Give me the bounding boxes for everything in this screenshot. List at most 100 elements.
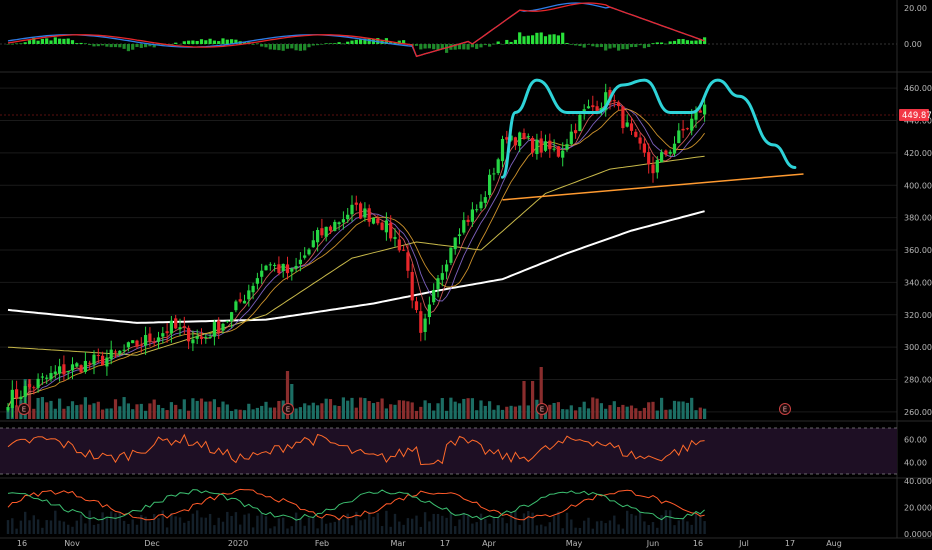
macd-histogram-bar bbox=[574, 44, 578, 46]
macd-histogram-bar bbox=[694, 40, 698, 44]
volume-bar bbox=[285, 371, 290, 419]
volume-bar bbox=[526, 405, 530, 419]
candle-body bbox=[273, 264, 277, 266]
candle-body bbox=[152, 341, 156, 343]
lower-hist-bar bbox=[110, 511, 113, 534]
candle-body bbox=[595, 106, 599, 112]
y-tick-label: 320.00 bbox=[904, 311, 932, 320]
lower-hist-bar bbox=[213, 525, 216, 534]
macd-histogram-bar bbox=[148, 44, 152, 47]
lower-hist-bar bbox=[359, 520, 362, 534]
candle-body bbox=[367, 208, 371, 222]
macd-histogram-bar bbox=[307, 44, 311, 48]
y-tick-label: 420.00 bbox=[904, 149, 932, 158]
macd-histogram-bar bbox=[492, 43, 496, 45]
lower-hist-bar bbox=[346, 513, 349, 534]
candle-body bbox=[118, 350, 122, 354]
macd-histogram-bar bbox=[642, 44, 646, 49]
lower-hist-bar bbox=[522, 513, 526, 534]
candle-body bbox=[144, 334, 148, 346]
candle-body bbox=[101, 355, 105, 366]
y-tick-label: 460.00 bbox=[904, 84, 932, 93]
macd-histogram-bar bbox=[414, 44, 419, 46]
lower-hist-bar bbox=[131, 519, 134, 534]
macd-histogram-bar bbox=[62, 38, 66, 44]
candle-body bbox=[346, 214, 350, 220]
macd-histogram-bar bbox=[470, 44, 474, 48]
lower-hist-bar bbox=[183, 522, 186, 534]
lower-hist-bar bbox=[148, 521, 152, 534]
candle-body bbox=[621, 106, 625, 129]
lower-hist-bar bbox=[316, 528, 319, 534]
macd-histogram-bar bbox=[350, 40, 354, 44]
volume-bar bbox=[32, 408, 36, 419]
lower-hist-bar bbox=[531, 512, 534, 534]
macd-histogram-bar bbox=[88, 44, 92, 46]
volume-bar bbox=[260, 405, 264, 419]
lower-hist-bar bbox=[165, 527, 169, 534]
candle-body bbox=[457, 234, 462, 236]
volume-bar bbox=[561, 409, 565, 419]
candle-body bbox=[92, 354, 96, 365]
candle-body bbox=[23, 386, 27, 397]
macd-line bbox=[7, 2, 705, 58]
volume-bar bbox=[647, 402, 651, 419]
macd-histogram-bar bbox=[251, 44, 255, 45]
lower-hist-bar bbox=[36, 519, 40, 534]
volume-bar bbox=[27, 379, 32, 419]
x-tick-label: Feb bbox=[315, 539, 329, 548]
volume-bar bbox=[221, 401, 225, 419]
candle-body bbox=[126, 342, 130, 348]
volume-bar bbox=[427, 403, 431, 419]
candle-body bbox=[466, 219, 470, 223]
lower-hist-bar bbox=[122, 520, 126, 534]
macd-histogram-bar bbox=[178, 44, 182, 45]
macd-histogram-bar bbox=[561, 32, 565, 44]
macd-histogram-bar bbox=[655, 42, 659, 44]
candle-body bbox=[453, 237, 457, 250]
earnings-marker-label: E bbox=[22, 406, 26, 414]
candle-body bbox=[178, 327, 182, 330]
x-tick-label: 16 bbox=[693, 539, 703, 548]
macd-histogram-bar bbox=[389, 42, 393, 44]
volume-bar bbox=[457, 403, 462, 419]
macd-histogram-bar bbox=[109, 44, 113, 48]
volume-bar bbox=[290, 384, 294, 419]
macd-histogram-bar bbox=[294, 44, 298, 51]
macd-histogram-bar bbox=[685, 40, 689, 44]
candle-body bbox=[15, 389, 19, 398]
lower-hist-bar bbox=[488, 523, 491, 534]
lower-hist-bar bbox=[608, 520, 612, 534]
macd-histogram-bar bbox=[625, 44, 629, 50]
macd-histogram-bar bbox=[535, 32, 539, 44]
volume-bar bbox=[165, 410, 169, 419]
lower-hist-bar bbox=[32, 515, 35, 534]
lower-hist-bar bbox=[256, 515, 259, 534]
volume-bar bbox=[389, 404, 393, 419]
volume-bar bbox=[79, 404, 83, 419]
volume-bar bbox=[169, 402, 173, 419]
lower-hist-bar bbox=[673, 525, 676, 534]
macd-histogram-bar bbox=[320, 44, 324, 45]
volume-bar bbox=[277, 400, 281, 419]
lower-hist-bar bbox=[669, 510, 672, 534]
macd-histogram-bar bbox=[479, 44, 483, 48]
volume-bar bbox=[380, 398, 384, 419]
volume-bar bbox=[552, 402, 556, 419]
macd-histogram-bar bbox=[122, 44, 126, 49]
lower-hist-bar bbox=[320, 518, 324, 534]
volume-bar bbox=[599, 403, 603, 419]
lower-hist-bar bbox=[466, 515, 470, 534]
lower-hist-bar bbox=[342, 519, 345, 534]
lower-hist-bar bbox=[501, 517, 504, 534]
macd-histogram-bar bbox=[70, 40, 75, 44]
candle-body bbox=[49, 373, 53, 380]
macd-histogram-bar bbox=[118, 44, 122, 48]
volume-bar bbox=[333, 405, 337, 419]
volume-bar bbox=[363, 398, 367, 419]
volume-bar bbox=[453, 401, 457, 419]
volume-bar bbox=[690, 397, 694, 419]
candle-body bbox=[169, 320, 173, 334]
candle-body bbox=[156, 337, 161, 342]
